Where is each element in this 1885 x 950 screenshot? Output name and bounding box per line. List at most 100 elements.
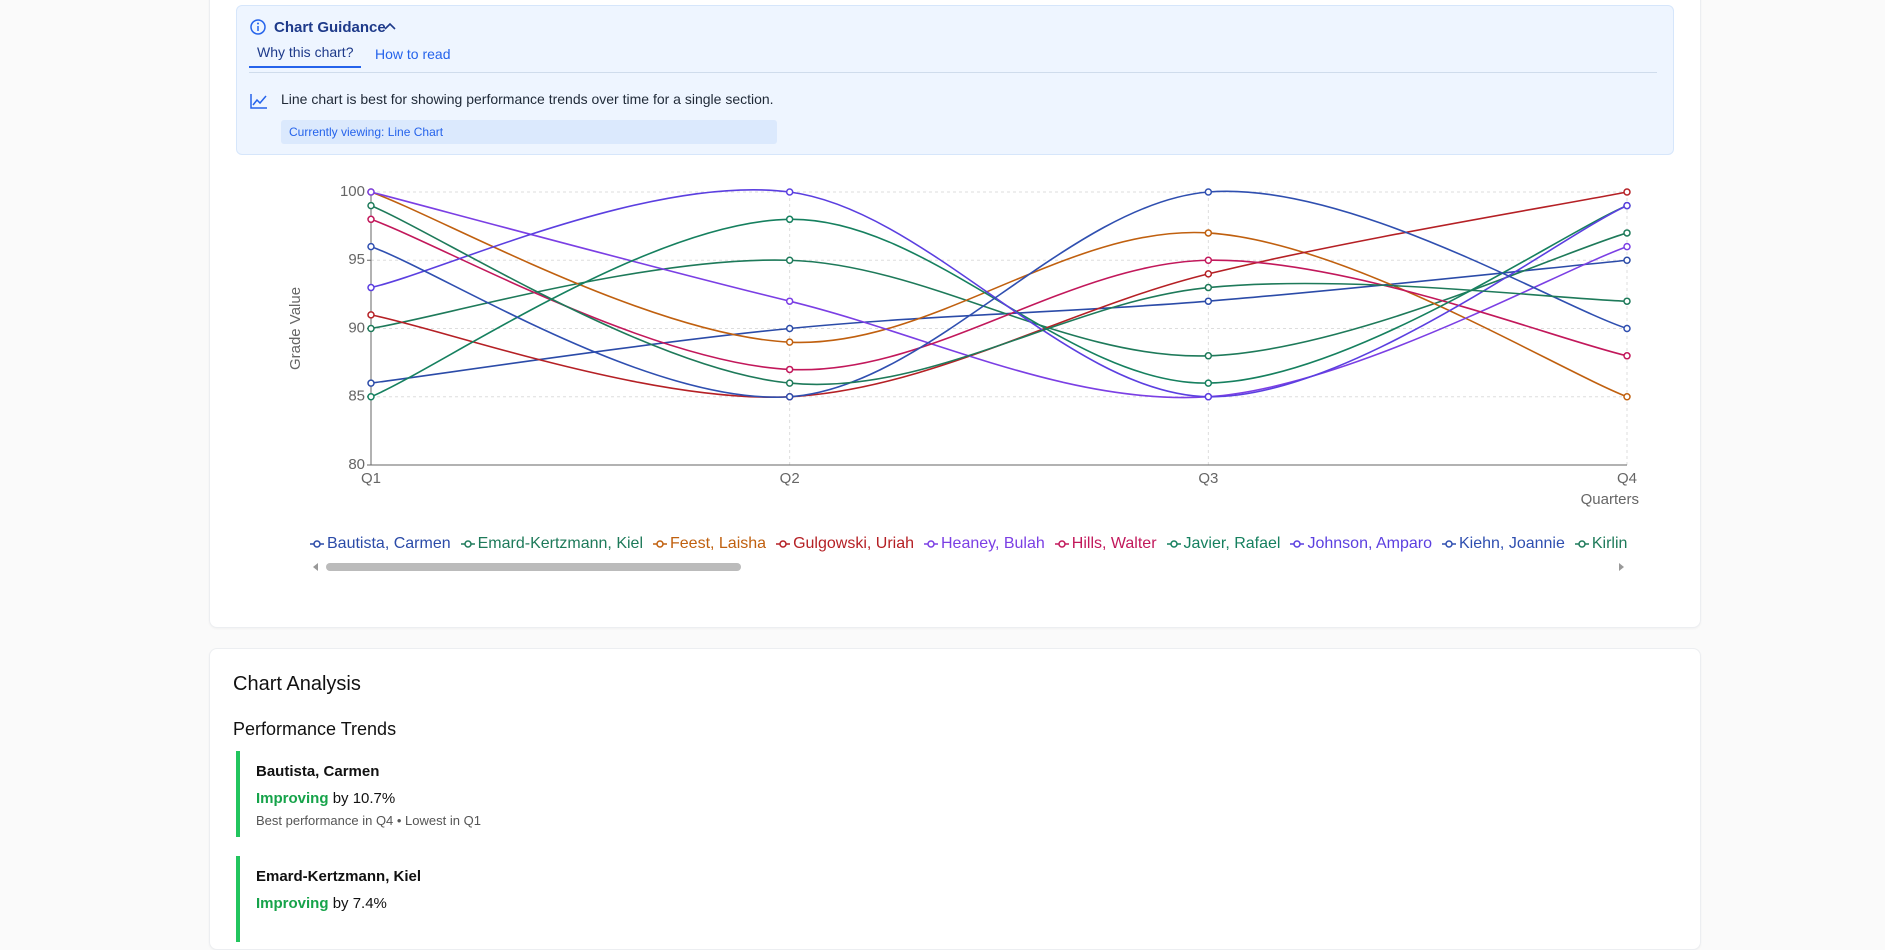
- y-tick-label: 95: [348, 251, 365, 268]
- trend-status: Improving: [256, 790, 329, 807]
- point: [1623, 256, 1631, 264]
- legend-item[interactable]: Heaney, Bulah: [924, 535, 1045, 553]
- series-line: [370, 204, 1628, 386]
- chart-icon: [250, 94, 267, 109]
- legend-marker: [310, 540, 324, 548]
- x-tick-label: Q2: [780, 470, 800, 487]
- analysis-subtitle: Performance Trends: [233, 719, 397, 739]
- legend-item[interactable]: Hills, Walter: [1054, 535, 1157, 553]
- legend-dot: [1445, 540, 1453, 548]
- legend-dot: [1169, 540, 1178, 548]
- y-tick-label: 100: [340, 183, 365, 200]
- legend-dot: [313, 540, 321, 548]
- point: [785, 297, 794, 305]
- point: [1623, 352, 1631, 360]
- legend-marker: [1166, 540, 1181, 548]
- legend-label: Hills, Walter: [1071, 535, 1157, 552]
- legend-label: Kirlin, L: [1591, 535, 1627, 552]
- chart-card: Chart Guidance Why this chart? How to re…: [209, 0, 1701, 628]
- legend-label: Javier, Rafael: [1183, 535, 1281, 552]
- point: [785, 215, 794, 224]
- x-tick-label: Q3: [1198, 470, 1218, 487]
- point: [1204, 188, 1213, 196]
- legend-marker: [776, 540, 791, 548]
- legend-item[interactable]: Johnson, Amparo: [1290, 535, 1432, 553]
- y-tick-label: 80: [348, 456, 365, 473]
- legend-item[interactable]: Emard-Kertzmann, Kiel: [460, 535, 643, 553]
- y-tick-label: 90: [348, 319, 365, 336]
- point: [1204, 283, 1213, 292]
- point: [367, 215, 375, 224]
- point: [367, 201, 375, 210]
- point: [367, 242, 375, 251]
- series-line: [370, 259, 1628, 384]
- point: [785, 365, 794, 374]
- legend-marker: [1574, 540, 1589, 548]
- point: [1204, 270, 1213, 278]
- point: [785, 379, 794, 387]
- legend-item[interactable]: Bautista, Carmen: [310, 535, 451, 553]
- legend-marker: [1442, 540, 1456, 548]
- legend-label: Bautista, Carmen: [327, 535, 451, 552]
- point: [785, 256, 794, 264]
- x-axis-title: Quarters: [1581, 491, 1639, 508]
- point: [1623, 297, 1631, 305]
- legend-marker: [924, 540, 938, 548]
- x-tick-label: Q4: [1617, 470, 1637, 487]
- legend-label: Kiehn, Joannie: [1459, 535, 1565, 552]
- tab[interactable]: How to read: [375, 46, 451, 62]
- tab[interactable]: Why this chart?: [249, 44, 362, 68]
- legend-item[interactable]: Kiehn, Joannie: [1442, 535, 1565, 553]
- trend-detail: by 10.7%: [332, 790, 396, 807]
- point: [367, 311, 375, 319]
- point: [1204, 393, 1213, 401]
- legend-item[interactable]: Feest, Laisha: [653, 535, 766, 553]
- point: [367, 188, 375, 196]
- point: [1623, 324, 1631, 333]
- point: [1204, 379, 1213, 387]
- point: [1204, 297, 1213, 305]
- x-tick-label: Q1: [361, 470, 381, 487]
- legend-item[interactable]: Gulgowski, Uriah: [776, 535, 914, 553]
- guidance-title[interactable]: Chart Guidance: [274, 19, 386, 36]
- trend-item: Bautista, Carmen Improving by 10.7% Best…: [236, 751, 481, 837]
- point: [367, 324, 375, 333]
- trend-note: Best performance in Q4 • Lowest in Q1: [256, 813, 481, 828]
- legend-marker: [1054, 540, 1069, 548]
- legend-label: Johnson, Amparo: [1307, 535, 1432, 552]
- legend-dot: [656, 540, 664, 548]
- guidance-text: Line chart is best for showing performan…: [281, 91, 774, 107]
- legend-marker: [460, 540, 475, 548]
- view-badge: Currently viewing: Line Chart: [281, 120, 777, 144]
- tab-divider: [249, 72, 1657, 73]
- analysis-card: Chart Analysis Performance Trends Bautis…: [209, 648, 1701, 950]
- point: [1204, 256, 1213, 264]
- point: [785, 324, 794, 333]
- point: [785, 393, 794, 401]
- trend-item: Emard-Kertzmann, Kiel Improving by 7.4%: [236, 856, 421, 942]
- legend-dot: [1058, 540, 1066, 548]
- legend-label: Heaney, Bulah: [941, 535, 1045, 552]
- analysis-title: Chart Analysis: [233, 673, 361, 695]
- collapse-icon[interactable]: [383, 20, 397, 34]
- point: [1623, 201, 1631, 210]
- info-icon: [250, 19, 266, 35]
- legend-label: Gulgowski, Uriah: [793, 535, 914, 552]
- legend-dot: [927, 540, 935, 548]
- legend-label: Emard-Kertzmann, Kiel: [477, 535, 643, 552]
- point: [785, 338, 794, 346]
- legend-item[interactable]: Javier, Rafael: [1166, 535, 1281, 553]
- point: [1204, 229, 1213, 237]
- legend-dot: [1293, 540, 1302, 548]
- point: [1623, 242, 1631, 251]
- chart: 80 85 90 95 100 Q1 Q2 Q3 Q4 Quarters Grade Value: [287, 183, 1639, 508]
- y-axis-title: Grade Value: [287, 287, 304, 370]
- y-tick-label: 85: [348, 388, 365, 405]
- legend-item[interactable]: Kirlin, L: [1574, 535, 1627, 553]
- point: [367, 283, 375, 292]
- scrollbar[interactable]: [310, 560, 1627, 574]
- series-line: [370, 191, 1628, 398]
- point: [1623, 393, 1631, 401]
- series-line: [370, 188, 1628, 398]
- legend: Bautista, Carmen Emard-Kertzmann, Kiel Fee…: [310, 535, 1627, 559]
